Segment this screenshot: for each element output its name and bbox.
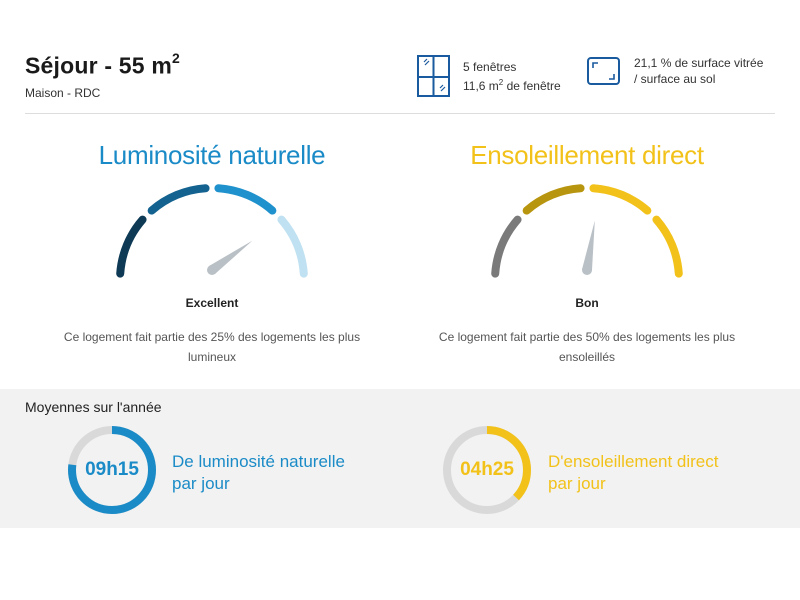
light-gauge-description: Ce logement fait partie des 25% des loge… — [42, 327, 382, 367]
light-gauge-segment — [147, 184, 210, 215]
sun-gauge-segment — [522, 184, 585, 215]
light-duration-value: 09h15 — [85, 459, 139, 480]
light-gauge-rating: Excellent — [185, 296, 239, 310]
sun-gauge-title: Ensoleillement direct — [470, 140, 704, 170]
windows-stat-text: 5 fenêtres 11,6 m2 de fenêtre — [463, 59, 561, 94]
light-duration-label-line2: par jour — [172, 474, 230, 493]
sun-gauge — [491, 184, 683, 278]
room-subtitle: Maison - RDC — [25, 86, 101, 100]
yearly-averages-title: Moyennes sur l'année — [25, 399, 162, 415]
glazing-stat-text: 21,1 % de surface vitrée / surface au so… — [634, 55, 763, 87]
glazing-ratio-unit: / surface au sol — [634, 72, 716, 86]
window-icon — [417, 55, 450, 97]
sun-duration-ring — [443, 426, 531, 514]
sun-gauge-segment — [589, 184, 652, 215]
windows-area-value: 11,6 m — [463, 78, 499, 93]
light-duration-label-line1: De luminosité naturelle — [172, 452, 345, 471]
light-gauge — [116, 184, 308, 278]
windows-area: 11,6 m2 de fenêtre — [463, 75, 561, 94]
header-divider — [25, 113, 775, 114]
yearly-averages-panel: Moyennes sur l'année 09h15 De luminosité… — [0, 389, 800, 528]
light-duration-label: De luminosité naturelle par jour — [172, 451, 345, 495]
sun-gauge-needle-hub — [582, 265, 592, 275]
sun-duration-value: 04h25 — [460, 459, 514, 480]
room-title-sup: 2 — [172, 50, 181, 66]
windows-area-sup: 2 — [498, 77, 504, 87]
light-gauge-title: Luminosité naturelle — [98, 140, 326, 170]
light-ring-progress — [68, 426, 156, 514]
sun-duration-label-line2: par jour — [548, 474, 606, 493]
sun-description-line1: Ce logement fait partie des 50% des loge… — [438, 330, 736, 344]
windows-stat: 5 fenêtres 11,6 m2 de fenêtre — [417, 55, 561, 97]
floor-area-icon — [587, 57, 620, 85]
windows-count: 5 fenêtres — [463, 59, 517, 74]
sun-gauge-needle — [582, 220, 595, 271]
sun-duration-label-line1: D'ensoleillement direct — [548, 452, 719, 471]
sun-duration-label: D'ensoleillement direct par jour — [548, 451, 719, 495]
light-gauge-segment — [116, 215, 147, 278]
room-title-text: Séjour - 55 m — [25, 52, 173, 79]
light-gauge-segment — [214, 184, 277, 215]
room-header: Séjour - 55 m2 Maison - RDC 5 fenêtres 1… — [0, 0, 800, 114]
glazing-stat: 21,1 % de surface vitrée / surface au so… — [587, 55, 763, 87]
sun-gauge-segment — [491, 215, 522, 278]
light-description-line1: Ce logement fait partie des 25% des loge… — [63, 330, 361, 344]
light-description-line2: lumineux — [187, 350, 237, 364]
sun-description-line2: ensoleillés — [558, 350, 616, 364]
light-gauge-segment — [277, 215, 308, 278]
room-title: Séjour - 55 m2 — [25, 50, 181, 80]
light-gauge-needle-hub — [207, 265, 217, 275]
glazing-ratio: 21,1 % de surface vitrée — [634, 56, 764, 70]
sun-gauge-description: Ce logement fait partie des 50% des loge… — [417, 327, 757, 367]
windows-area-suffix: de fenêtre — [503, 78, 561, 93]
light-gauge-needle — [209, 240, 253, 275]
sun-gauge-rating: Bon — [575, 296, 599, 310]
sun-gauge-segment — [652, 215, 683, 278]
light-duration-ring — [68, 426, 156, 514]
sun-ring-progress — [443, 426, 531, 514]
